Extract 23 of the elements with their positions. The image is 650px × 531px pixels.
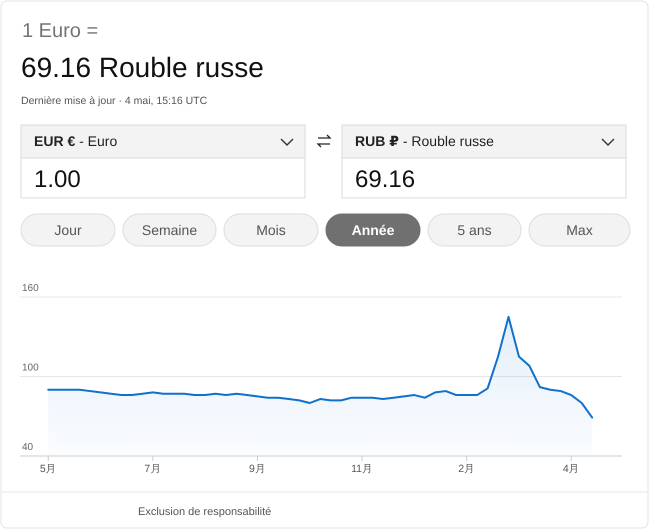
y-tick-label: 100 xyxy=(22,362,40,374)
text: 69.16 xyxy=(355,166,416,193)
text: EUR € - Euro xyxy=(34,133,118,149)
chart-title: 1 Euro = xyxy=(22,20,98,42)
text: Max xyxy=(566,222,593,238)
text: 5 ans xyxy=(457,222,492,238)
text: Semaine xyxy=(142,222,198,238)
text: Mois xyxy=(256,222,286,238)
x-tick-label: 7月 xyxy=(144,463,162,475)
chart-subtitle: 69.16 Rouble russe xyxy=(21,52,264,83)
x-tick-label: 4月 xyxy=(562,463,580,475)
text: RUB ₽ - Rouble russe xyxy=(355,133,494,149)
text: Exclusion de responsabilité xyxy=(138,506,272,518)
text: Année xyxy=(352,222,395,238)
text: Jour xyxy=(54,222,82,238)
y-tick-label: 160 xyxy=(22,283,40,294)
text: Dernière mise à jour · 4 mai, 15:16 UTC xyxy=(21,95,208,107)
x-tick-label: 5月 xyxy=(40,463,57,475)
x-tick-label: 11月 xyxy=(351,463,374,475)
x-tick-label: 9月 xyxy=(249,463,266,475)
y-tick-label: 40 xyxy=(22,442,34,453)
text: 1.00 xyxy=(34,166,81,193)
x-tick-label: 2月 xyxy=(458,463,476,475)
